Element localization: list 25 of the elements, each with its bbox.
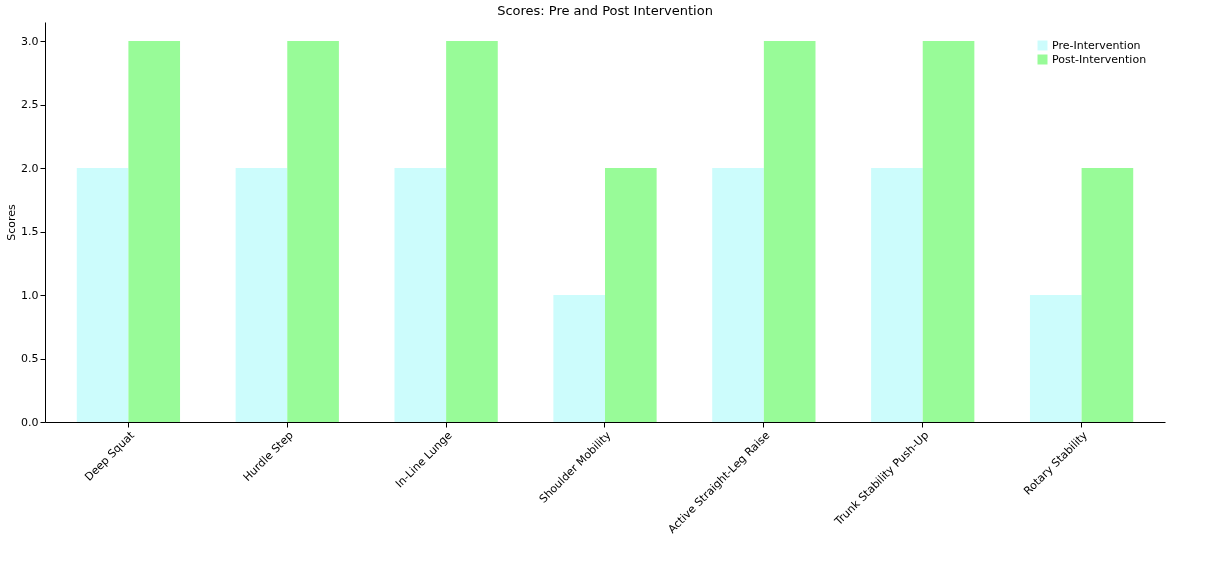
bar [1081,168,1134,422]
bar [605,168,657,422]
bar [446,41,498,422]
y-tick-label: 0.0 [21,415,39,429]
y-tick-label: 3.0 [21,34,39,48]
bar [763,41,816,422]
bar [1029,295,1082,422]
bar [553,295,605,422]
y-tick-label: 2.5 [21,98,39,112]
legend-label: Post-Intervention [1052,52,1147,66]
y-tick-label: 1.5 [21,225,39,239]
bar [394,168,447,422]
legend-label: Pre-Intervention [1052,38,1141,52]
bar [128,41,181,422]
bar [922,41,975,422]
y-axis-title: Scores [5,203,19,241]
chart-title: Scores: Pre and Post Intervention [497,3,713,18]
bar [76,168,129,422]
y-tick-label: 2.0 [21,161,39,175]
bar [871,168,923,422]
y-tick-label: 1.0 [21,288,39,302]
y-tick-label: 0.5 [21,352,39,366]
bar [712,168,764,422]
bar [235,168,288,422]
bar [287,41,339,422]
